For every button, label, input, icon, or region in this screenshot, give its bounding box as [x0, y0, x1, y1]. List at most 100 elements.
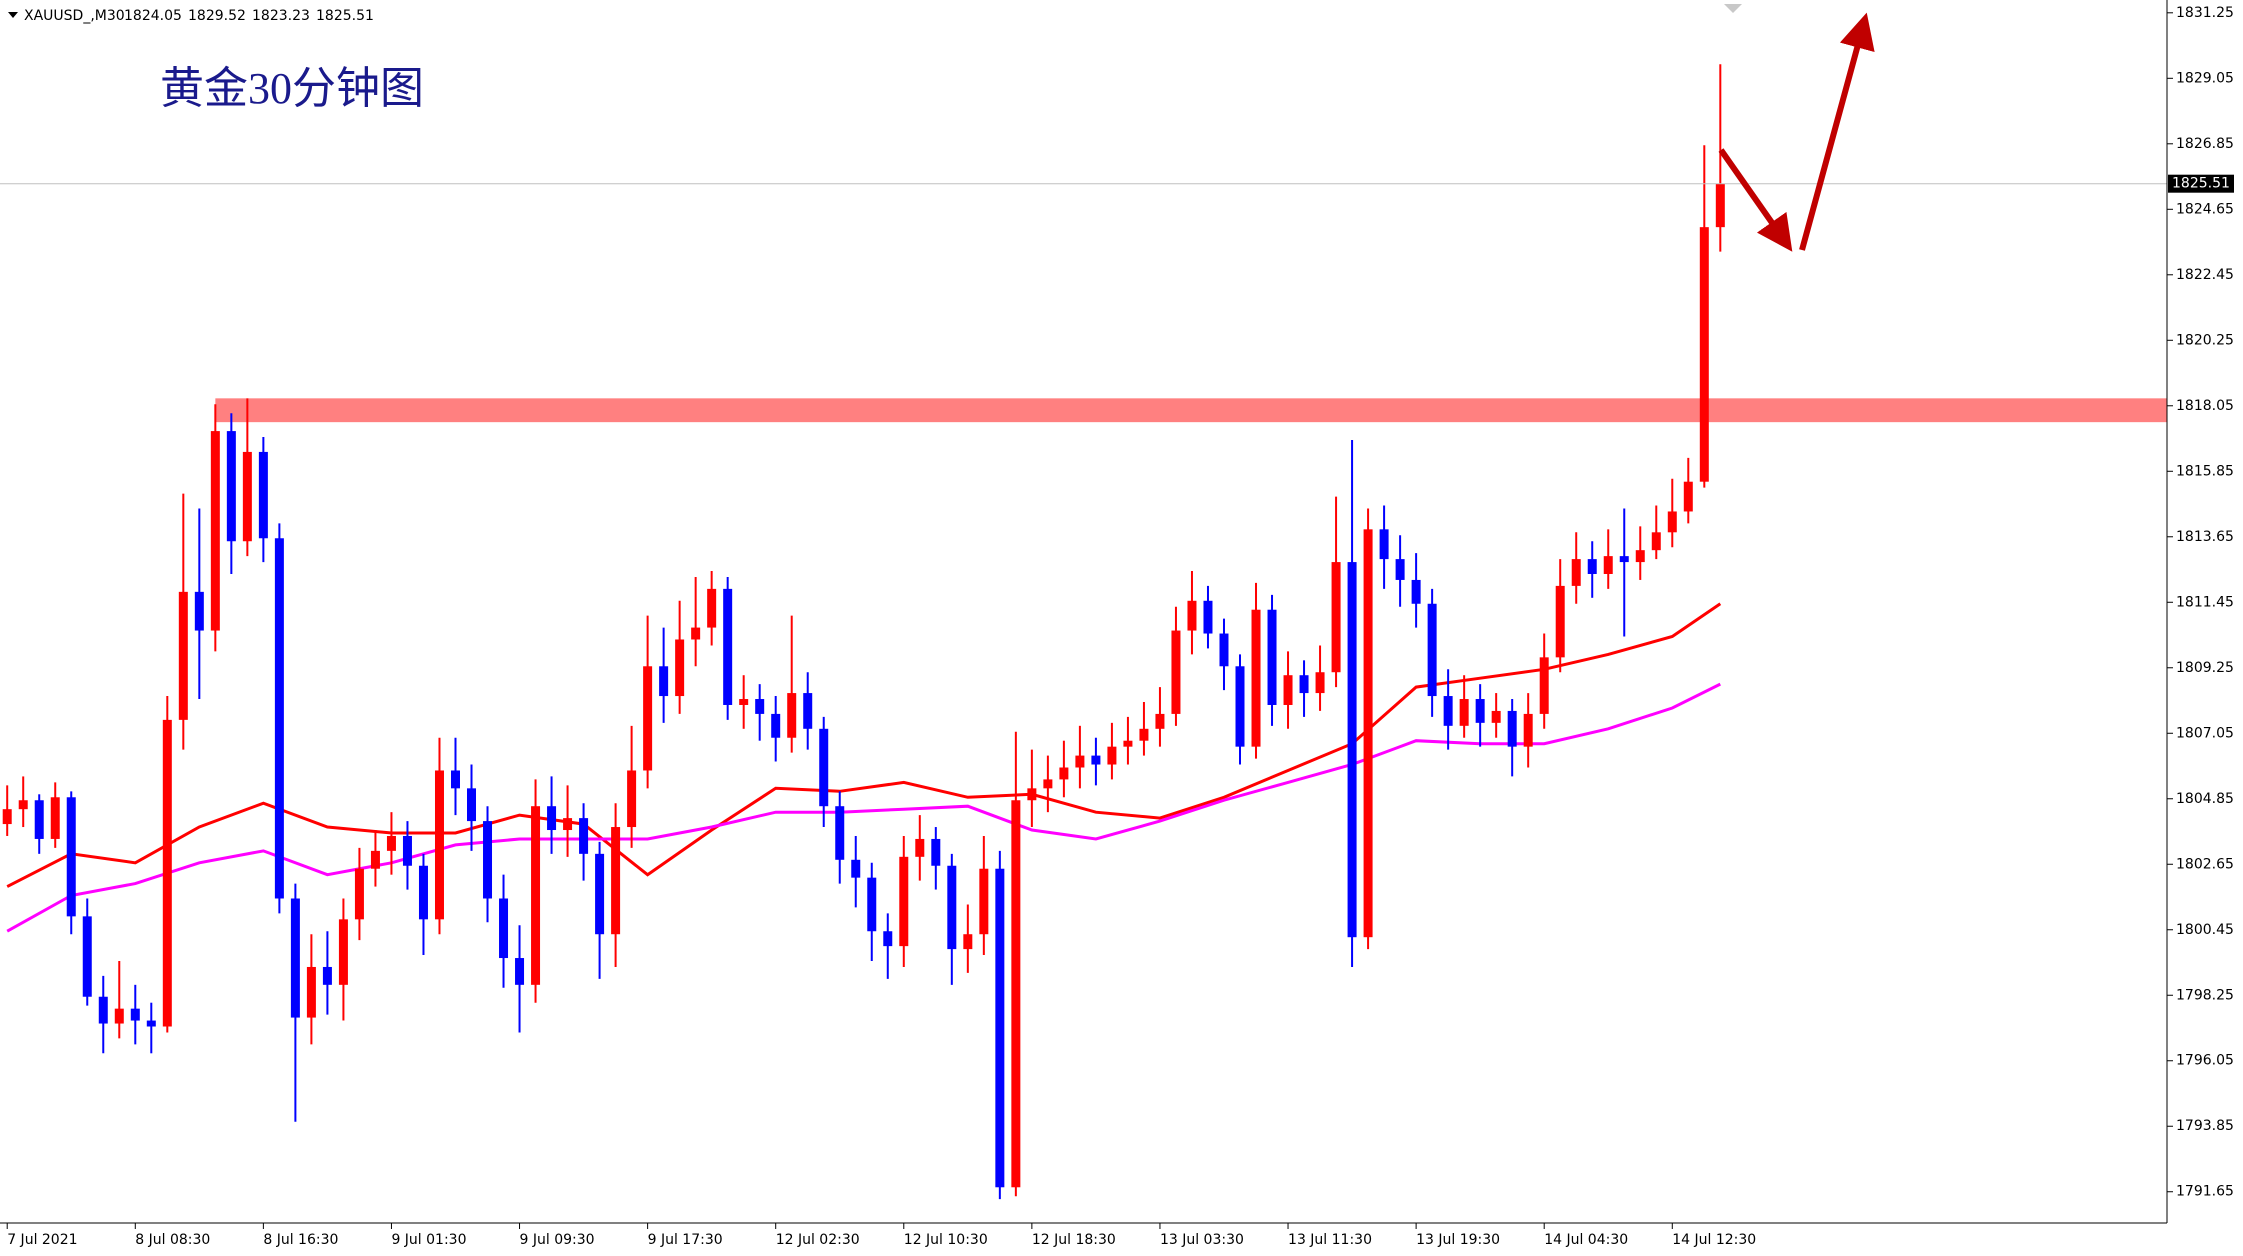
price-label-box — [2168, 174, 2234, 193]
candle-body — [547, 806, 557, 831]
candle-body — [402, 835, 412, 866]
candle-body — [1651, 532, 1661, 551]
candle-body — [146, 1020, 156, 1027]
header-high: 1829.52 — [188, 8, 246, 24]
y-tick-label: 1796.05 — [2176, 1053, 2234, 1069]
x-tick-label: 12 Jul 02:30 — [776, 1232, 860, 1248]
x-tick-label: 7 Jul 2021 — [7, 1232, 77, 1248]
y-tick-label: 1818.05 — [2176, 398, 2234, 414]
header-close: 1825.51 — [316, 8, 374, 24]
candle-body — [723, 588, 733, 705]
y-tick-label: 1815.85 — [2176, 463, 2234, 479]
candle-body — [1171, 630, 1181, 714]
y-tick-label: 1831.25 — [2176, 5, 2234, 21]
candle-body — [50, 797, 60, 839]
candle-body — [883, 931, 893, 947]
candle-body — [1571, 559, 1581, 586]
resistance-zone — [215, 398, 2168, 423]
candle-body — [1603, 556, 1613, 574]
candle-body — [1635, 550, 1645, 563]
candle-body — [34, 800, 44, 839]
candle-body — [563, 818, 573, 831]
candle-body — [707, 588, 717, 628]
candle-body — [450, 770, 460, 789]
candle-body — [835, 806, 845, 860]
candle-body — [1347, 562, 1357, 938]
candle-body — [1459, 699, 1469, 726]
y-tick-label: 1804.85 — [2176, 791, 2234, 807]
candle-body — [1395, 559, 1405, 580]
arrow-down — [1718, 148, 1793, 252]
candle-body — [1475, 699, 1485, 723]
candle-body — [947, 865, 957, 950]
candle-body — [1027, 788, 1037, 801]
candle-body — [1331, 562, 1341, 673]
candle-body — [979, 868, 989, 935]
candle-body — [851, 859, 861, 878]
x-tick-label: 14 Jul 04:30 — [1544, 1232, 1628, 1248]
y-tick-label: 1826.85 — [2176, 136, 2234, 152]
candle-body — [899, 856, 909, 947]
candle-body — [1363, 529, 1373, 938]
x-tick-label: 8 Jul 08:30 — [135, 1232, 210, 1248]
x-tick-label: 14 Jul 12:30 — [1672, 1232, 1756, 1248]
candle-body — [1683, 481, 1693, 512]
price-label: 1825.51 — [2172, 176, 2230, 192]
candle-body — [1555, 585, 1565, 658]
candle-body — [1315, 672, 1325, 694]
x-tick-label: 9 Jul 17:30 — [648, 1232, 723, 1248]
y-tick-label: 1791.65 — [2176, 1184, 2234, 1200]
candle-body — [1011, 800, 1021, 1188]
candle-body — [1043, 779, 1053, 789]
candle-body — [322, 966, 332, 985]
arrow-up — [1799, 12, 1875, 251]
candle-body — [1299, 675, 1309, 694]
candle-body — [595, 853, 605, 935]
candle-body — [418, 865, 428, 920]
candle-body — [1123, 740, 1133, 747]
candle-body — [1267, 609, 1277, 705]
candle-body — [162, 719, 172, 1027]
candle-body — [1619, 556, 1629, 563]
candle-body — [194, 591, 204, 631]
candle-body — [130, 1008, 140, 1021]
candle-body — [98, 996, 108, 1024]
candle-body — [627, 770, 637, 828]
candle-body — [499, 898, 509, 959]
x-tick-label: 9 Jul 09:30 — [520, 1232, 595, 1248]
candle-body — [643, 666, 653, 771]
candle-body — [675, 639, 685, 697]
candle-body — [1283, 675, 1293, 705]
symbol: XAUUSD_,M30 — [24, 8, 125, 24]
candle-body — [915, 838, 925, 857]
candle-body — [1539, 657, 1549, 714]
candle-body — [1427, 603, 1437, 697]
candle-body — [1411, 579, 1421, 604]
candle-body — [1107, 746, 1117, 765]
y-tick-label: 1811.45 — [2176, 594, 2234, 610]
candle-body — [258, 451, 268, 539]
candle-body — [290, 898, 300, 1018]
y-tick-label: 1802.65 — [2176, 856, 2234, 872]
candle-body — [579, 818, 589, 854]
scroll-marker — [1724, 4, 1742, 13]
candle-body — [354, 868, 364, 920]
candle-body — [1219, 633, 1229, 667]
candle-body — [1379, 529, 1389, 560]
candle-body — [739, 699, 749, 705]
candle-body — [1587, 559, 1597, 574]
candle-body — [306, 966, 316, 1018]
candle-body — [1523, 713, 1533, 747]
candle-body — [1507, 710, 1517, 747]
x-tick-label: 8 Jul 16:30 — [263, 1232, 338, 1248]
y-tick-label: 1813.65 — [2176, 529, 2234, 545]
y-tick-label: 1798.25 — [2176, 987, 2234, 1003]
header-open: 1824.05 — [124, 8, 182, 24]
candle-body — [210, 431, 220, 631]
candle-body — [178, 591, 188, 720]
candle-body — [1155, 713, 1165, 729]
candle-body — [1235, 666, 1245, 747]
candle-body — [963, 934, 973, 950]
x-tick-label: 13 Jul 19:30 — [1416, 1232, 1500, 1248]
